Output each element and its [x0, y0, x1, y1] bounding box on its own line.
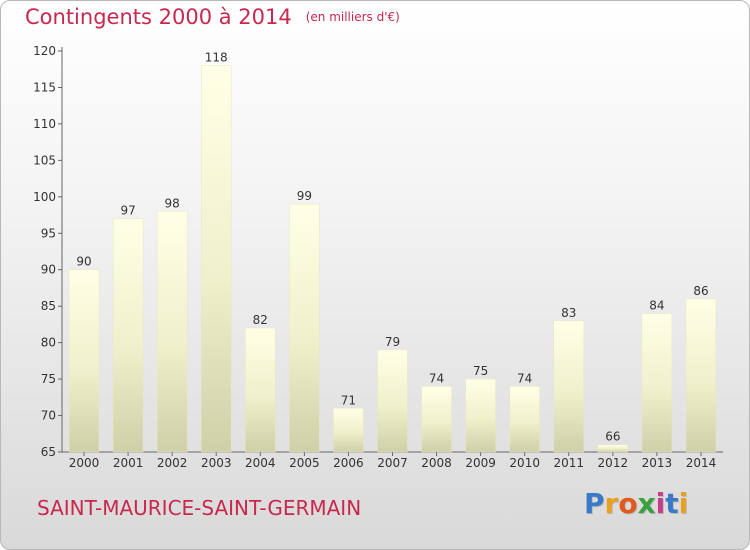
y-tick-label: 105 — [33, 153, 56, 167]
chart-unit: (en milliers d'€) — [305, 10, 400, 24]
data-label: 74 — [429, 371, 444, 385]
bar — [421, 386, 452, 453]
proxiti-logo: Proxiti — [584, 487, 688, 520]
x-tick-label: 2006 — [333, 456, 364, 470]
logo-letter: x — [637, 487, 656, 520]
logo-letter: t — [665, 487, 679, 520]
data-label: 79 — [385, 335, 400, 349]
data-label: 83 — [561, 306, 576, 320]
chart-title: Contingents 2000 à 2014 (en milliers d'€) — [25, 5, 400, 29]
logo-letter: i — [678, 487, 689, 520]
commune-name: SAINT-MAURICE-SAINT-GERMAIN — [37, 496, 362, 520]
y-tick-label: 90 — [41, 263, 56, 277]
x-tick-label: 2011 — [553, 456, 584, 470]
x-tick-label: 2001 — [113, 456, 144, 470]
x-tick-label: 2007 — [377, 456, 408, 470]
y-tick-label: 100 — [33, 190, 56, 204]
y-tick-label: 80 — [41, 336, 56, 350]
y-tick-label: 85 — [41, 299, 56, 313]
y-tick-label: 95 — [41, 226, 56, 240]
y-tick-label: 70 — [41, 409, 56, 423]
data-label: 82 — [253, 313, 268, 327]
data-label: 66 — [605, 430, 620, 444]
data-label: 97 — [120, 204, 135, 218]
x-tick-label: 2005 — [289, 456, 320, 470]
logo-letter: i — [655, 487, 666, 520]
bar — [112, 218, 144, 453]
x-tick-label: 2003 — [201, 456, 232, 470]
y-tick-label: 75 — [41, 372, 56, 386]
x-tick-label: 2009 — [465, 456, 496, 470]
bar — [200, 65, 232, 453]
x-tick-label: 2008 — [421, 456, 452, 470]
x-tick-label: 2010 — [509, 456, 540, 470]
data-label: 71 — [341, 393, 356, 407]
x-tick-label: 2002 — [157, 456, 188, 470]
bar — [68, 269, 100, 453]
logo-letter: P — [584, 487, 605, 520]
bar — [289, 203, 320, 453]
x-tick-label: 2004 — [245, 456, 276, 470]
bar — [377, 349, 408, 453]
data-label: 98 — [165, 196, 180, 210]
bar — [465, 378, 496, 453]
y-tick-label: 110 — [33, 117, 56, 131]
bar — [553, 320, 585, 453]
data-label: 86 — [693, 284, 708, 298]
data-label: 74 — [517, 371, 532, 385]
x-tick-label: 2014 — [686, 456, 717, 470]
data-label: 84 — [649, 298, 664, 312]
data-label: 99 — [297, 189, 312, 203]
bar — [509, 386, 540, 453]
bar — [641, 313, 673, 453]
bar — [245, 327, 276, 453]
x-tick-label: 2000 — [69, 456, 100, 470]
bar — [597, 444, 629, 453]
data-label: 90 — [76, 255, 91, 269]
y-tick-label: 120 — [33, 44, 56, 58]
bar — [333, 408, 364, 453]
bar — [685, 298, 717, 453]
bar — [156, 211, 188, 453]
data-label: 118 — [205, 51, 228, 65]
logo-letter: r — [604, 487, 619, 520]
logo-letter: o — [618, 487, 638, 520]
x-tick-label: 2013 — [642, 456, 673, 470]
y-tick-label: 115 — [33, 80, 56, 94]
chart-title-text: Contingents 2000 à 2014 — [25, 5, 292, 29]
data-label: 75 — [473, 364, 488, 378]
y-tick-label: 65 — [41, 445, 56, 459]
x-tick-label: 2012 — [598, 456, 629, 470]
